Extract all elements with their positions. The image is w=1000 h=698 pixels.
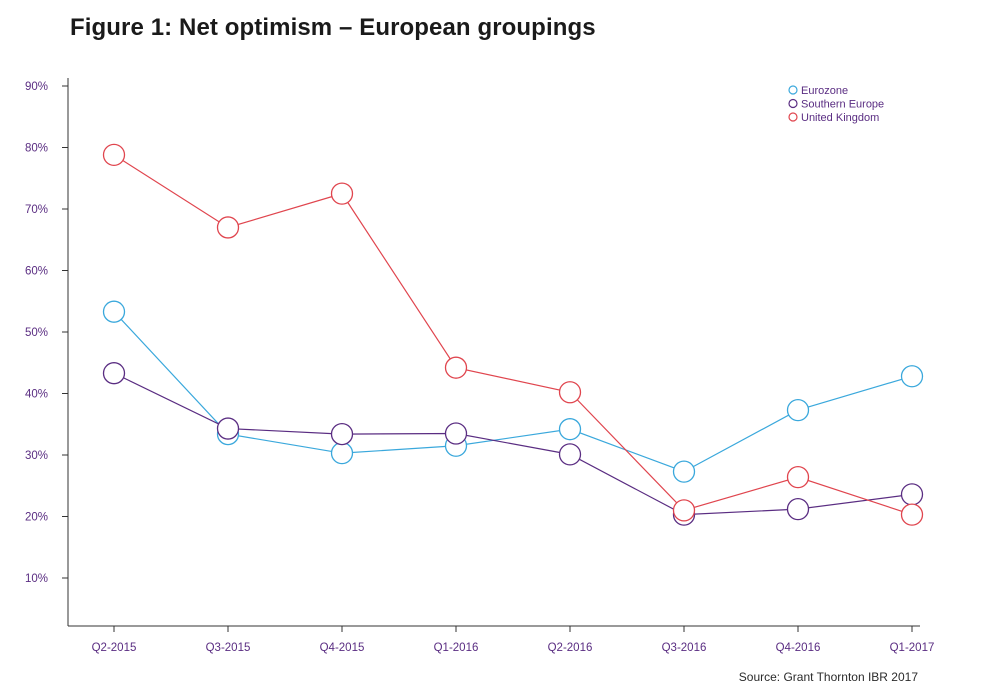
data-point (102, 362, 126, 385)
data-point (558, 418, 582, 441)
data-point (216, 417, 240, 440)
legend-marker (788, 98, 798, 109)
x-tick-label: Q1-2016 (434, 642, 479, 654)
data-point (216, 216, 240, 239)
data-point (786, 465, 810, 489)
legend-item: Eurozone (788, 85, 848, 97)
data-point (672, 460, 696, 483)
legend-label: Southern Europe (801, 99, 884, 111)
y-tick-label: 80% (25, 143, 48, 155)
data-point (672, 499, 696, 522)
legend-item: United Kingdom (788, 112, 879, 124)
x-tick-label: Q3-2015 (206, 642, 251, 654)
data-point (900, 483, 924, 506)
y-tick-label: 60% (25, 266, 48, 278)
series-line (113, 311, 913, 473)
x-tick-label: Q1-2017 (890, 642, 935, 654)
series-united-kingdom (102, 143, 924, 526)
data-point (786, 497, 810, 521)
series-line (113, 372, 913, 516)
data-point (444, 422, 468, 445)
y-tick-label: 70% (25, 204, 48, 216)
source-note: Source: Grant Thornton IBR 2017 (738, 670, 918, 684)
x-tick-label: Q3-2016 (662, 642, 707, 654)
data-point (786, 398, 810, 422)
data-point (558, 381, 582, 404)
axes (67, 78, 920, 627)
y-axis-ticks: 10% 20% 30% 40% 50% 60% 70% 80% 90% (25, 81, 68, 585)
y-tick-label: 10% (25, 573, 48, 585)
data-point (444, 356, 468, 379)
data-point (330, 182, 354, 205)
legend-label: United Kingdom (801, 112, 879, 124)
legend-label: Eurozone (801, 85, 848, 97)
legend-marker (788, 112, 798, 122)
chart-title: Figure 1: Net optimism – European groupi… (70, 14, 596, 41)
data-point (330, 442, 354, 465)
y-tick-label: 30% (25, 450, 48, 462)
legend-item: Southern Europe (788, 98, 884, 111)
series-layer (102, 143, 924, 526)
x-tick-label: Q4-2015 (320, 642, 365, 654)
x-tick-label: Q4-2016 (776, 642, 821, 654)
y-tick-label: 40% (25, 389, 48, 401)
y-tick-label: 50% (25, 327, 48, 339)
data-point (900, 365, 924, 388)
data-point (102, 143, 126, 167)
y-tick-label: 90% (25, 81, 48, 93)
data-point (558, 443, 582, 466)
x-tick-label: Q2-2016 (548, 642, 593, 654)
y-tick-label: 20% (25, 512, 48, 524)
data-point (330, 422, 354, 446)
legend-marker (788, 85, 798, 95)
x-tick-label: Q2-2015 (92, 642, 137, 654)
x-axis-ticks: Q2-2015 Q3-2015 Q4-2015 Q1-2016 Q2-2016 Q3-20… (92, 626, 935, 654)
data-point (900, 503, 924, 526)
data-point (102, 300, 126, 323)
series-eurozone (102, 300, 924, 483)
series-line (113, 154, 913, 516)
